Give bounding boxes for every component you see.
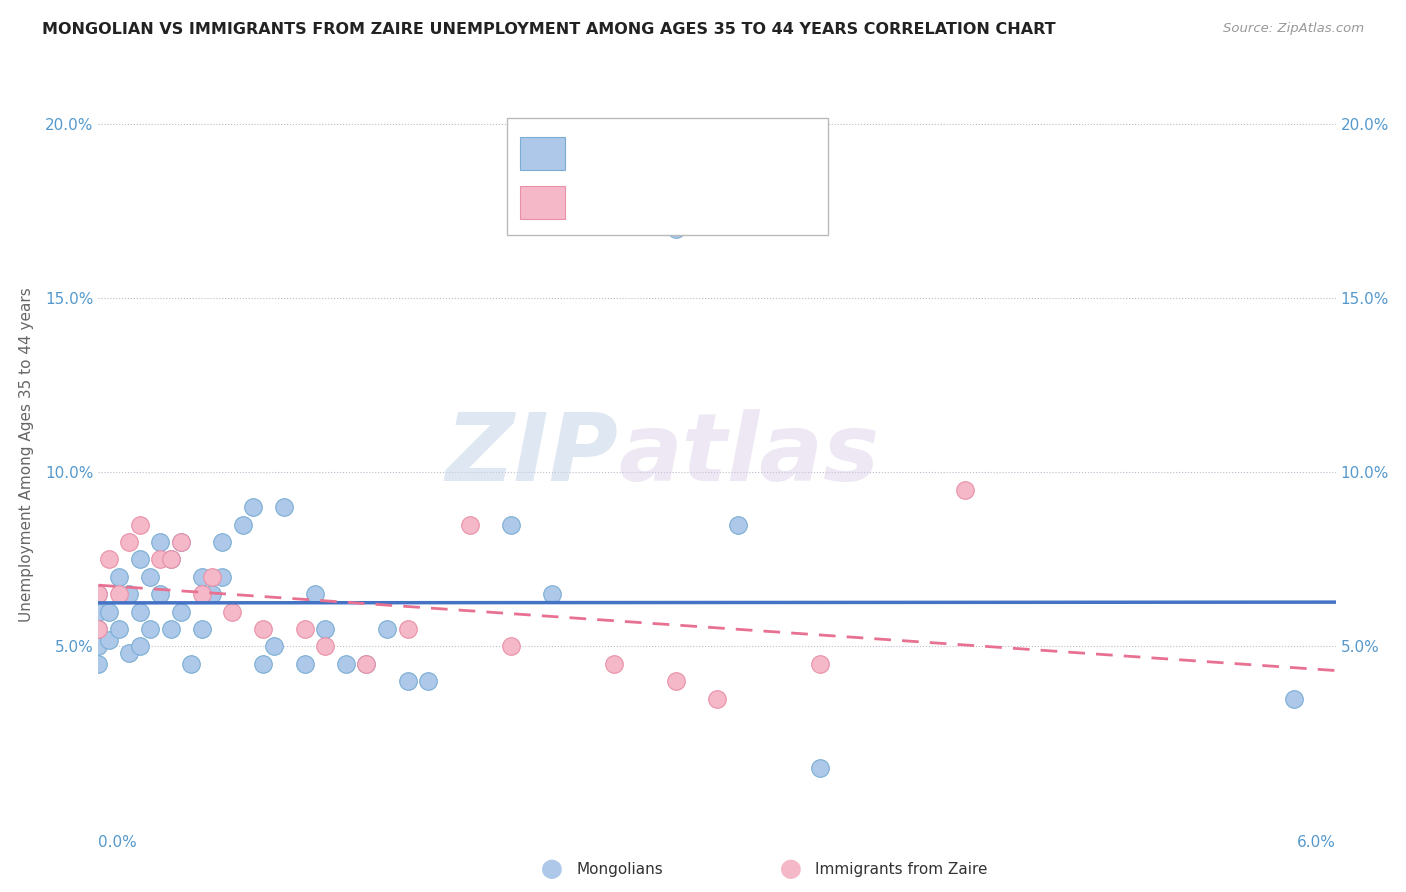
Point xyxy=(97,605,120,619)
Point xyxy=(375,622,398,636)
Point xyxy=(87,622,110,636)
Point xyxy=(118,587,141,601)
Point xyxy=(149,552,172,566)
Point xyxy=(149,587,172,601)
Bar xyxy=(520,186,565,219)
Point xyxy=(190,587,212,601)
Point xyxy=(232,517,254,532)
Point xyxy=(108,570,131,584)
Point xyxy=(108,587,131,601)
Point xyxy=(87,640,110,654)
Text: atlas: atlas xyxy=(619,409,879,501)
Point xyxy=(128,517,150,532)
Point xyxy=(304,587,326,601)
Point xyxy=(139,570,162,584)
Point xyxy=(159,552,181,566)
Point xyxy=(273,500,295,515)
Bar xyxy=(520,137,565,170)
Point xyxy=(252,622,274,636)
Point xyxy=(128,552,150,566)
Text: ⬤: ⬤ xyxy=(540,860,562,880)
Text: N = 47: N = 47 xyxy=(713,146,770,161)
Point xyxy=(159,622,181,636)
Text: Immigrants from Zaire: Immigrants from Zaire xyxy=(815,863,988,877)
Point xyxy=(458,517,481,532)
Point xyxy=(149,535,172,549)
Point xyxy=(1284,691,1306,706)
Point xyxy=(314,622,336,636)
FancyBboxPatch shape xyxy=(506,119,828,235)
Point xyxy=(706,691,728,706)
Text: 6.0%: 6.0% xyxy=(1296,836,1336,850)
Point xyxy=(314,640,336,654)
Point xyxy=(201,570,224,584)
Point xyxy=(87,587,110,601)
Point xyxy=(180,657,202,671)
Point xyxy=(499,517,522,532)
Point xyxy=(139,622,162,636)
Point xyxy=(128,640,150,654)
Text: R = 0.034: R = 0.034 xyxy=(581,146,664,161)
Text: Mongolians: Mongolians xyxy=(576,863,664,877)
Point xyxy=(335,657,357,671)
Point xyxy=(953,483,976,497)
Point xyxy=(665,674,688,689)
Point xyxy=(190,570,212,584)
Text: R = 0.087: R = 0.087 xyxy=(581,195,664,211)
Point xyxy=(211,570,233,584)
Point xyxy=(159,552,181,566)
Point xyxy=(808,657,831,671)
Point xyxy=(128,605,150,619)
Point xyxy=(170,605,193,619)
Point xyxy=(87,587,110,601)
Point xyxy=(252,657,274,671)
Point xyxy=(201,587,224,601)
Text: ⬤: ⬤ xyxy=(779,860,801,880)
Point xyxy=(242,500,264,515)
Point xyxy=(541,587,564,601)
Point xyxy=(294,657,316,671)
Point xyxy=(97,552,120,566)
Text: N = 24: N = 24 xyxy=(713,195,770,211)
Point xyxy=(263,640,285,654)
Point xyxy=(396,622,419,636)
Text: 0.0%: 0.0% xyxy=(98,836,138,850)
Point xyxy=(87,605,110,619)
Point xyxy=(221,605,243,619)
Point xyxy=(211,535,233,549)
Point xyxy=(356,657,378,671)
Point xyxy=(808,761,831,775)
Point xyxy=(190,622,212,636)
Point xyxy=(170,535,193,549)
Point xyxy=(356,657,378,671)
Y-axis label: Unemployment Among Ages 35 to 44 years: Unemployment Among Ages 35 to 44 years xyxy=(20,287,34,623)
Point xyxy=(499,640,522,654)
Point xyxy=(87,657,110,671)
Point xyxy=(603,657,626,671)
Point xyxy=(108,622,131,636)
Point xyxy=(418,674,440,689)
Point xyxy=(118,647,141,661)
Point xyxy=(118,535,141,549)
Text: Source: ZipAtlas.com: Source: ZipAtlas.com xyxy=(1223,22,1364,36)
Point xyxy=(294,622,316,636)
Point xyxy=(97,632,120,647)
Point xyxy=(170,535,193,549)
Point xyxy=(665,221,688,235)
Point xyxy=(396,674,419,689)
Point xyxy=(727,517,749,532)
Point xyxy=(87,622,110,636)
Text: ZIP: ZIP xyxy=(446,409,619,501)
Text: MONGOLIAN VS IMMIGRANTS FROM ZAIRE UNEMPLOYMENT AMONG AGES 35 TO 44 YEARS CORREL: MONGOLIAN VS IMMIGRANTS FROM ZAIRE UNEMP… xyxy=(42,22,1056,37)
